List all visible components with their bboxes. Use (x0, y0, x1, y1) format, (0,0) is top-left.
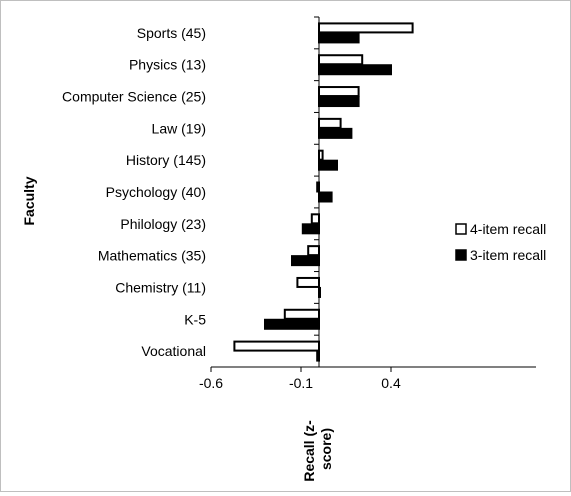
x-axis-title: Recall (z- score) (301, 416, 334, 481)
x-axis-title-line-1: Recall (z- (301, 420, 317, 482)
bars (233, 16, 414, 362)
bar-3-item-recall (318, 127, 353, 139)
category-label: Sports (45) (137, 25, 206, 41)
legend-swatch (455, 223, 467, 235)
category-label: Physics (13) (129, 57, 206, 73)
bar-4-item-recall (318, 54, 364, 66)
bar-3-item-recall (301, 223, 320, 235)
bar-4-item-recall (318, 149, 324, 161)
bar-3-item-recall (318, 32, 360, 44)
x-axis-title-line-2: score) (318, 428, 334, 470)
category-labels: Sports (45) Physics (13) Computer Science … (62, 25, 206, 359)
x-tick-label: -0.6 (199, 375, 223, 391)
bar-3-item-recall (318, 159, 338, 171)
bar-4-item-recall (310, 213, 320, 225)
y-axis-title: Faculty (21, 176, 37, 225)
x-tick-label: 0.4 (381, 375, 401, 391)
bar-4-item-recall (296, 276, 320, 288)
category-label: Computer Science (25) (62, 89, 206, 105)
category-label: Psychology (40) (106, 184, 206, 200)
bar-4-item-recall (283, 308, 320, 320)
x-ticks: -0.6 -0.1 0.4 (199, 367, 401, 391)
category-label: Philology (23) (120, 216, 206, 232)
bar-3-item-recall (318, 191, 333, 203)
bar-3-item-recall (264, 318, 320, 330)
legend: 4-item recall 3-item recall (455, 221, 546, 263)
x-tick-label: -0.1 (289, 375, 313, 391)
bar-4-item-recall (318, 117, 342, 129)
bar-4-item-recall (318, 86, 360, 98)
bar-4-item-recall (307, 245, 321, 257)
bar-4-item-recall (233, 340, 320, 352)
bar-3-item-recall (291, 255, 320, 267)
bar-4-item-recall (318, 22, 414, 34)
category-label: Law (19) (152, 120, 206, 136)
bar-3-item-recall (318, 64, 392, 76)
legend-swatch (455, 249, 467, 261)
category-label: Mathematics (35) (98, 248, 206, 264)
legend-label: 4-item recall (470, 221, 546, 237)
category-label: K-5 (184, 311, 206, 327)
category-label: Chemistry (11) (115, 279, 206, 295)
category-label: Vocational (141, 343, 206, 359)
bar-3-item-recall (318, 96, 360, 108)
axes (211, 17, 536, 368)
legend-label: 3-item recall (470, 247, 546, 263)
category-label: History (145) (126, 152, 206, 168)
